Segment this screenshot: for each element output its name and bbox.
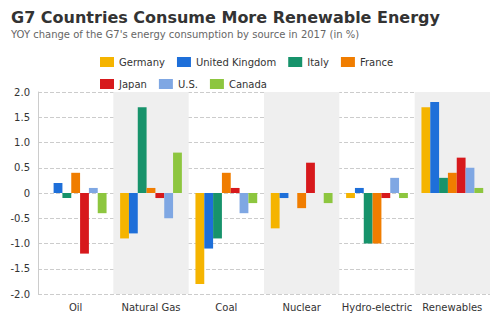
svg-text:0: 0: [24, 188, 30, 199]
svg-text:Renewables: Renewables: [422, 302, 482, 313]
svg-text:0.5: 0.5: [14, 162, 30, 173]
svg-text:Germany: Germany: [119, 57, 165, 68]
svg-text:Coal: Coal: [215, 302, 237, 313]
svg-text:Oil: Oil: [69, 302, 82, 313]
svg-text:1.5: 1.5: [14, 112, 30, 123]
svg-text:-2.0: -2.0: [10, 289, 30, 300]
svg-text:Italy: Italy: [307, 57, 329, 68]
svg-text:2.0: 2.0: [14, 87, 30, 98]
svg-text:U.S.: U.S.: [178, 79, 198, 90]
svg-text:YOY change of the G7's energy: YOY change of the G7's energy consumptio…: [10, 29, 359, 40]
svg-text:G7 Countries Consume More Rene: G7 Countries Consume More Renewable Ener…: [11, 8, 441, 27]
svg-text:Nuclear: Nuclear: [282, 302, 321, 313]
svg-text:-1.0: -1.0: [10, 238, 30, 249]
svg-text:Hydro-electric: Hydro-electric: [342, 302, 412, 313]
svg-text:Natural Gas: Natural Gas: [121, 302, 180, 313]
svg-text:1.0: 1.0: [14, 137, 30, 148]
svg-text:France: France: [360, 57, 393, 68]
svg-text:Japan: Japan: [118, 79, 147, 90]
svg-text:-1.5: -1.5: [10, 263, 30, 274]
svg-text:Canada: Canada: [229, 79, 267, 90]
svg-text:United Kingdom: United Kingdom: [196, 57, 276, 68]
svg-text:-0.5: -0.5: [10, 213, 30, 224]
